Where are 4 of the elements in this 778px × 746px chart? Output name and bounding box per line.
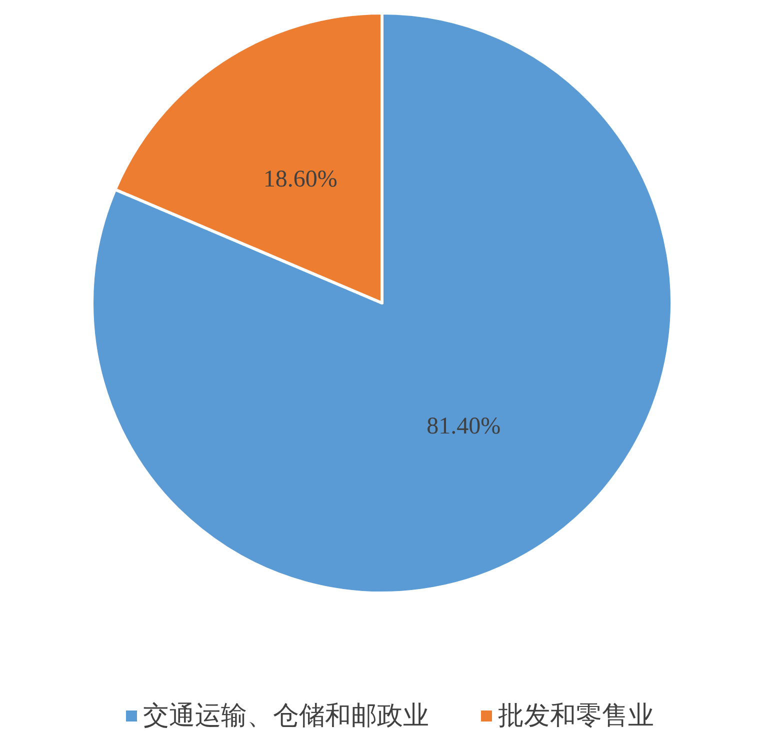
legend-label: 批发和零售业 (498, 701, 654, 731)
legend-label: 交通运输、仓储和邮政业 (143, 701, 429, 731)
data-label: 18.60% (263, 166, 338, 193)
data-label: 81.40% (426, 413, 501, 440)
